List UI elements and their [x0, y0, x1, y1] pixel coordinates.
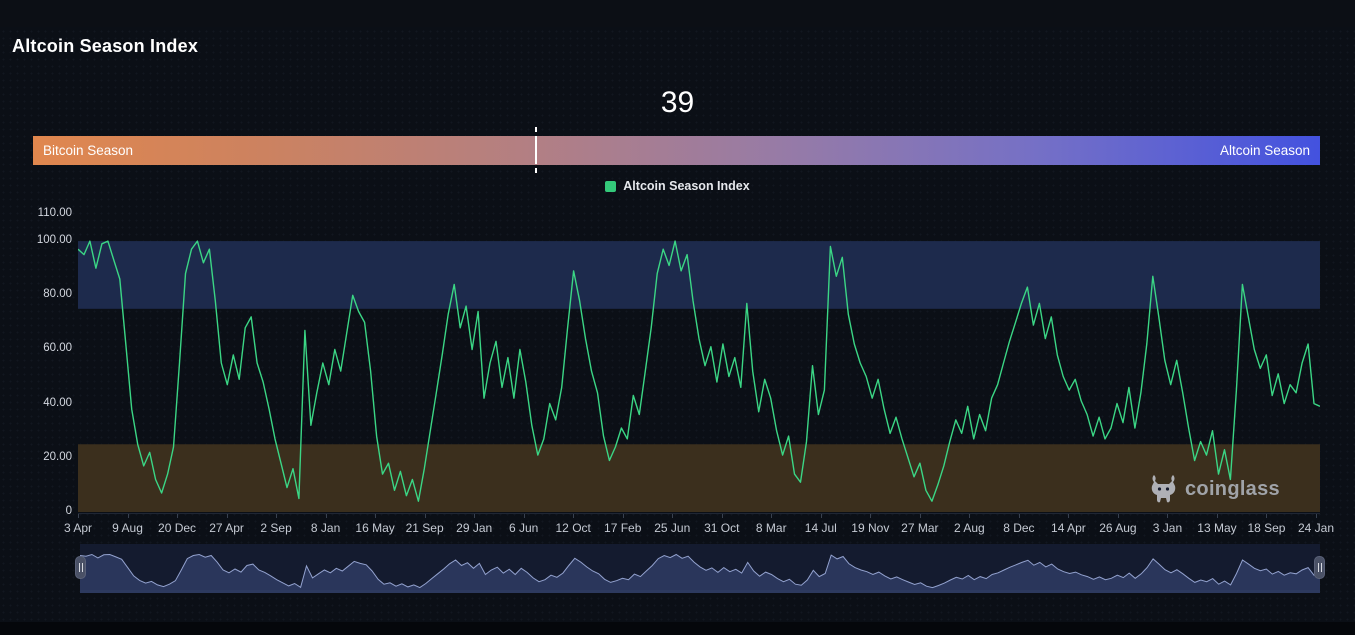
index-current-value: 39	[660, 86, 695, 119]
x-tick-mark	[177, 514, 179, 518]
x-tick-label: 18 Sep	[1247, 521, 1286, 535]
x-tick-mark	[1167, 514, 1169, 518]
season-marker	[535, 127, 537, 173]
x-tick-mark	[276, 514, 278, 518]
legend-item[interactable]: Altcoin Season Index	[605, 179, 750, 193]
x-tick-label: 3 Apr	[63, 521, 93, 535]
navigator[interactable]	[80, 544, 1320, 593]
navigator-left-handle[interactable]	[75, 556, 86, 579]
x-tick-label: 8 Mar	[755, 521, 787, 535]
x-tick-mark	[1117, 514, 1119, 518]
page-title: Altcoin Season Index	[12, 36, 199, 56]
x-tick-label: 8 Jan	[310, 521, 341, 535]
x-tick-mark	[622, 514, 624, 518]
y-tick-label: 110.00	[37, 207, 72, 219]
x-tick-label: 9 Aug	[112, 521, 143, 535]
watermark-label: coinglass	[1185, 477, 1280, 500]
grip-icon	[81, 563, 83, 572]
legend-swatch-icon	[605, 180, 617, 192]
x-tick-mark	[1068, 514, 1070, 518]
y-tick-label: 40.00	[43, 396, 72, 409]
index-line	[78, 240, 1320, 502]
x-tick-mark	[573, 514, 575, 518]
x-tick-label: 19 Nov	[851, 521, 890, 535]
bitcoin-season-label: Bitcoin Season	[43, 143, 134, 158]
x-tick-label: 29 Jan	[456, 521, 493, 535]
x-tick-mark	[1316, 514, 1317, 518]
legend-label: Altcoin Season Index	[623, 179, 750, 193]
x-tick-mark	[424, 514, 426, 518]
x-tick-mark	[523, 514, 525, 518]
grip-icon	[1320, 563, 1322, 572]
x-tick-mark	[127, 514, 129, 518]
marker-dash-bottom	[535, 168, 537, 173]
bull-icon	[1151, 475, 1176, 503]
x-tick-mark	[672, 514, 674, 518]
x-tick-label: 25 Jun	[654, 521, 691, 535]
y-tick-label: 80.00	[43, 288, 72, 301]
x-tick-label: 13 May	[1197, 521, 1237, 535]
x-tick-label: 14 Jul	[804, 521, 837, 535]
grip-icon	[1317, 563, 1319, 572]
navigator-right-handle[interactable]	[1314, 556, 1325, 579]
legend: Altcoin Season Index	[0, 179, 1355, 193]
altcoin-season-label: Altcoin Season	[1219, 143, 1310, 158]
x-tick-mark	[919, 514, 921, 518]
y-tick-label: 100.00	[36, 234, 72, 247]
season-gradient-bar: Bitcoin Season Altcoin Season	[33, 136, 1320, 165]
x-tick-mark	[226, 514, 228, 518]
grip-icon	[78, 563, 80, 572]
x-tick-label: 27 Mar	[901, 521, 939, 535]
x-tick-label: 20 Dec	[158, 521, 197, 535]
x-tick-mark	[1018, 514, 1020, 518]
x-tick-mark	[325, 514, 327, 518]
x-tick-mark	[721, 514, 723, 518]
navigator-line	[80, 553, 1320, 589]
x-tick-mark	[78, 514, 79, 518]
y-tick-label: 60.00	[43, 342, 72, 355]
x-tick-label: 21 Sep	[405, 521, 444, 535]
y-tick-label: 20.00	[43, 450, 72, 463]
y-axis: 110.00 100.00 80.00 60.00 40.00 20.00 0	[8, 0, 72, 635]
x-tick-label: 31 Oct	[704, 521, 740, 535]
x-tick-mark	[474, 514, 476, 518]
x-tick-label: 26 Aug	[1099, 521, 1137, 535]
altcoin-season-band	[78, 241, 1320, 309]
bitcoin-season-band	[78, 444, 1320, 512]
x-tick-mark	[820, 514, 822, 518]
x-tick-label: 12 Oct	[555, 521, 591, 535]
x-axis-line	[78, 513, 1320, 514]
x-tick-label: 2 Sep	[260, 521, 292, 535]
navigator-area	[80, 554, 1320, 590]
x-tick-label: 3 Jan	[1152, 521, 1183, 535]
coinglass-logo: coinglass	[1150, 474, 1280, 504]
marker-dash-top	[535, 127, 537, 132]
x-tick-label: 6 Jun	[508, 521, 539, 535]
x-tick-label: 8 Dec	[1003, 521, 1035, 535]
x-tick-mark	[1216, 514, 1218, 518]
x-tick-label: 24 Jan	[1297, 521, 1335, 535]
x-tick-label: 2 Aug	[954, 521, 985, 535]
x-tick-mark	[1266, 514, 1268, 518]
top-strip	[0, 0, 1355, 27]
x-tick-mark	[870, 514, 872, 518]
x-tick-mark	[771, 514, 773, 518]
x-tick-label: 17 Feb	[604, 521, 642, 535]
y-tick-label: 0	[65, 505, 72, 517]
x-tick-label: 16 May	[355, 521, 395, 535]
x-tick-label: 14 Apr	[1051, 521, 1086, 535]
x-tick-label: 27 Apr	[209, 521, 244, 535]
x-tick-mark	[375, 514, 377, 518]
marker-line	[535, 136, 537, 164]
main-chart[interactable]	[78, 214, 1320, 512]
x-tick-mark	[969, 514, 971, 518]
bottom-strip	[0, 622, 1355, 635]
